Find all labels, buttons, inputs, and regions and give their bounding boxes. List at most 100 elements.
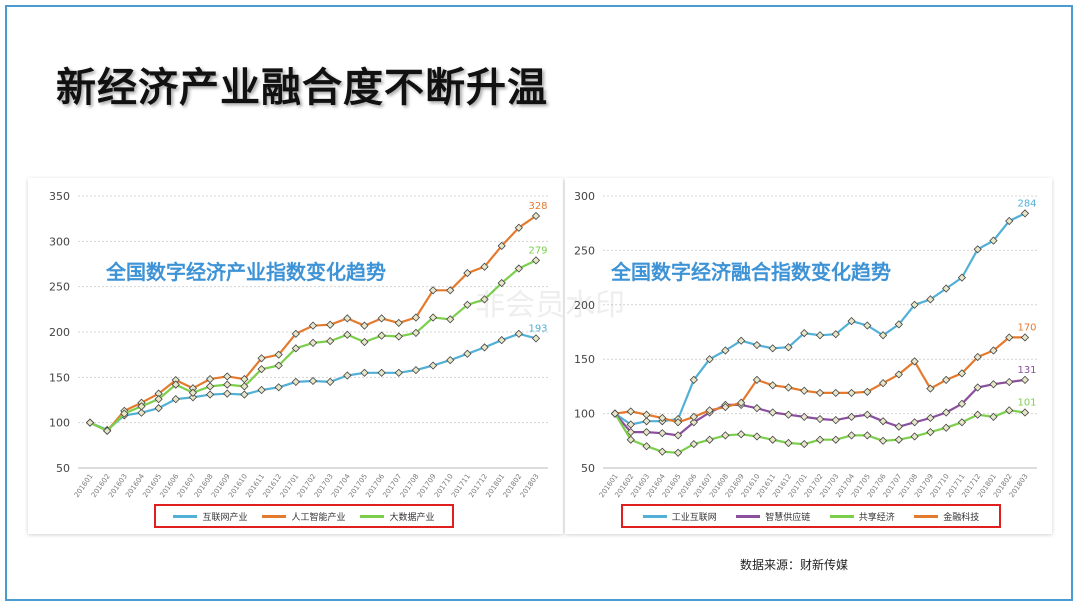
data-point bbox=[642, 417, 651, 426]
data-point bbox=[171, 394, 180, 404]
data-point bbox=[800, 328, 809, 338]
data-point bbox=[514, 264, 523, 273]
legend-swatch bbox=[914, 514, 939, 518]
data-point bbox=[847, 412, 856, 421]
data-point bbox=[737, 336, 746, 345]
legend-label: 金融科技 bbox=[943, 512, 980, 523]
legend-item: 大数据产业 bbox=[360, 510, 435, 523]
end-value-label: 101 bbox=[1017, 398, 1036, 409]
legend-label: 互联网产业 bbox=[202, 512, 248, 523]
data-point bbox=[274, 350, 283, 359]
data-point bbox=[137, 402, 146, 411]
data-point bbox=[120, 409, 129, 418]
data-point bbox=[989, 380, 998, 389]
data-point bbox=[394, 332, 403, 341]
data-point bbox=[154, 389, 163, 398]
data-point bbox=[642, 410, 651, 419]
data-point bbox=[768, 344, 777, 353]
series-line bbox=[614, 378, 1026, 437]
slide-frame bbox=[5, 5, 1073, 601]
data-point bbox=[205, 390, 215, 399]
end-value-label: 279 bbox=[528, 245, 547, 256]
data-point bbox=[878, 331, 888, 340]
data-point bbox=[878, 436, 888, 445]
data-point bbox=[658, 429, 667, 438]
end-value-label: 328 bbox=[528, 201, 547, 212]
data-point bbox=[926, 384, 935, 393]
data-point bbox=[878, 379, 888, 388]
data-point bbox=[721, 402, 730, 412]
data-point bbox=[957, 418, 967, 427]
data-point bbox=[847, 317, 856, 326]
data-point bbox=[240, 375, 249, 384]
data-point bbox=[784, 383, 793, 392]
chart-title: 全国数字经济产业指数变化趋势 bbox=[106, 260, 386, 284]
data-point bbox=[240, 390, 249, 399]
data-point bbox=[1005, 216, 1014, 226]
y-tick-label: 300 bbox=[49, 235, 70, 248]
data-point bbox=[257, 385, 266, 395]
data-point bbox=[377, 368, 386, 377]
data-point bbox=[894, 422, 903, 431]
data-point bbox=[800, 412, 809, 421]
data-point bbox=[308, 338, 318, 347]
slide-title: 新经济产业融合度不断升温 bbox=[56, 65, 548, 111]
end-value-label: 284 bbox=[1017, 198, 1036, 209]
chart-panel-fusion-index: 50 100 150 200 250 300 201601 201602 201603 20160… bbox=[565, 178, 1052, 534]
data-point bbox=[831, 388, 840, 398]
data-point bbox=[154, 404, 163, 413]
data-point bbox=[626, 407, 635, 416]
data-point bbox=[514, 223, 523, 232]
data-point bbox=[784, 438, 793, 448]
legend-item: 互联网产业 bbox=[173, 510, 248, 523]
legend-item: 共享经济 bbox=[829, 510, 895, 523]
data-point bbox=[894, 370, 903, 379]
data-point bbox=[205, 382, 215, 391]
y-tick-label: 250 bbox=[574, 244, 595, 257]
legend-item: 工业互联网 bbox=[642, 510, 717, 523]
data-point bbox=[257, 354, 266, 363]
data-point bbox=[291, 329, 300, 338]
data-point bbox=[784, 343, 793, 352]
data-point bbox=[768, 435, 777, 444]
data-point bbox=[705, 406, 714, 415]
data-point bbox=[308, 321, 318, 330]
data-point bbox=[343, 371, 352, 380]
chart-industry-index: 5010015020025030035020160120160220160320… bbox=[49, 190, 548, 499]
data-point bbox=[831, 435, 840, 444]
data-point bbox=[673, 418, 683, 427]
y-tick-label: 200 bbox=[49, 326, 70, 339]
chart-panel-industry-index: 50 100 150 200 250 300 350 201601 201602 201603 20… bbox=[28, 178, 563, 534]
data-point bbox=[705, 355, 714, 364]
data-point bbox=[463, 300, 472, 309]
data-point bbox=[480, 343, 489, 352]
data-point bbox=[257, 365, 266, 374]
data-point bbox=[942, 284, 951, 293]
legend-label: 工业互联网 bbox=[671, 512, 717, 523]
end-value-label: 193 bbox=[528, 323, 547, 334]
data-point bbox=[973, 352, 982, 362]
legend-item: 智慧供应链 bbox=[736, 510, 810, 523]
data-point bbox=[1020, 375, 1030, 384]
legend-label: 大数据产业 bbox=[389, 512, 435, 523]
data-point bbox=[673, 448, 683, 457]
data-point bbox=[847, 388, 856, 398]
data-point bbox=[973, 410, 982, 419]
watermark-text: 非会员水印 bbox=[475, 288, 625, 323]
data-point bbox=[411, 328, 421, 338]
legend-swatch bbox=[173, 514, 198, 518]
data-point bbox=[480, 295, 489, 304]
data-point bbox=[291, 377, 300, 386]
legend-swatch bbox=[829, 514, 854, 518]
data-point bbox=[815, 414, 825, 424]
y-tick-label: 250 bbox=[49, 281, 70, 294]
data-point bbox=[989, 412, 998, 421]
y-tick-label: 300 bbox=[574, 190, 595, 203]
data-point bbox=[626, 427, 635, 437]
data-point bbox=[531, 256, 541, 265]
data-point bbox=[752, 340, 762, 350]
data-point bbox=[768, 381, 777, 390]
data-point bbox=[973, 383, 982, 392]
data-point bbox=[910, 418, 919, 427]
y-tick-label: 50 bbox=[581, 462, 595, 475]
